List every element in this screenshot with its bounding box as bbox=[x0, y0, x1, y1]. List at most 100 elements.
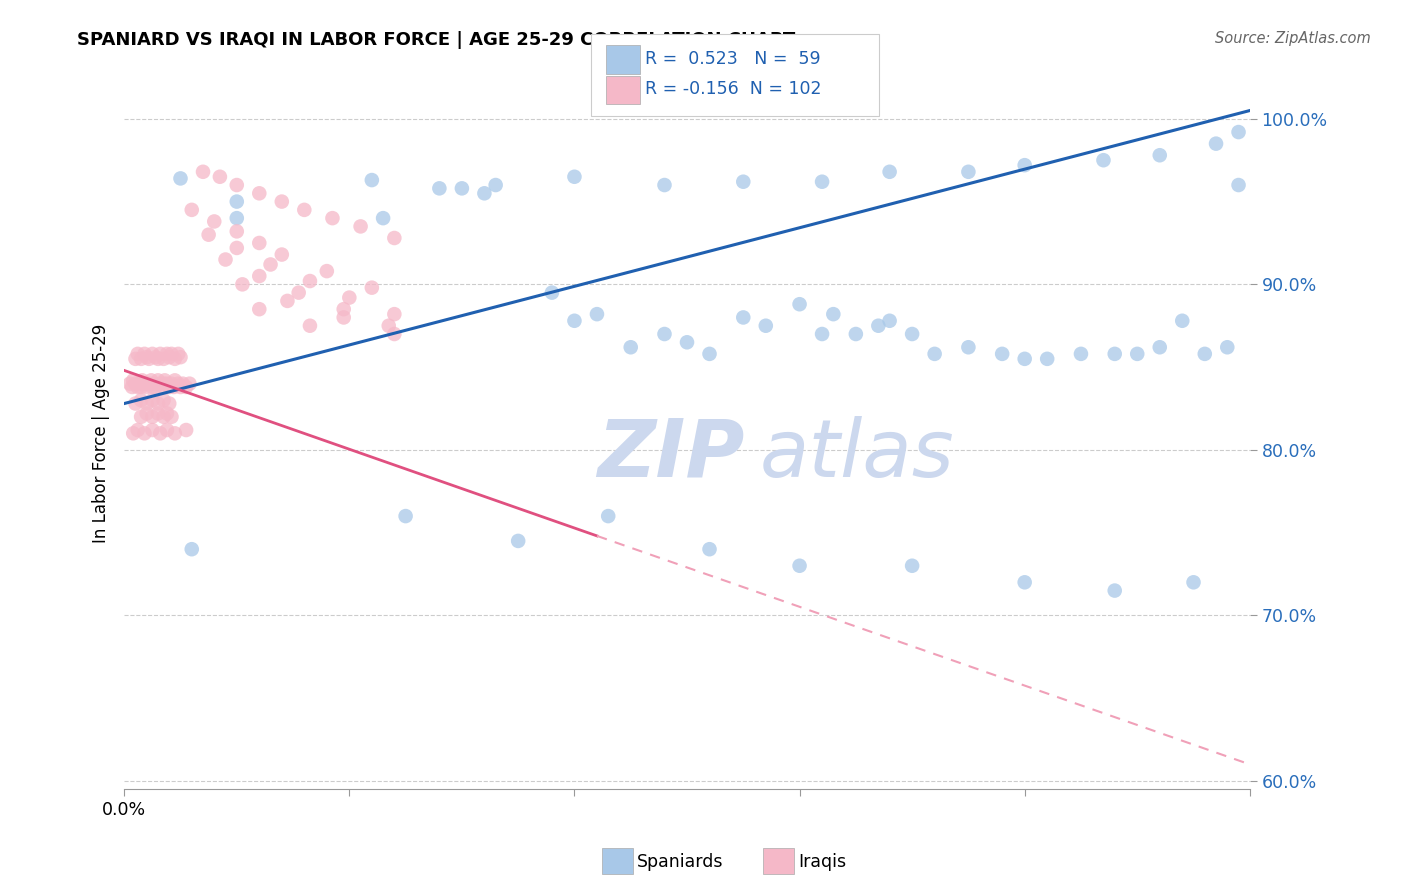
Point bbox=[332, 310, 354, 325]
Y-axis label: In Labor Force | Age 25-29: In Labor Force | Age 25-29 bbox=[93, 324, 110, 543]
Point bbox=[118, 376, 141, 391]
Point bbox=[138, 376, 160, 391]
Point bbox=[541, 285, 564, 300]
Point bbox=[957, 165, 980, 179]
Point bbox=[152, 380, 174, 394]
Point bbox=[129, 409, 152, 424]
Point bbox=[152, 351, 174, 366]
Point bbox=[699, 542, 721, 557]
Point bbox=[755, 318, 778, 333]
Point bbox=[1216, 340, 1239, 354]
Point bbox=[169, 380, 191, 394]
Point bbox=[167, 347, 190, 361]
Text: Source: ZipAtlas.com: Source: ZipAtlas.com bbox=[1215, 31, 1371, 46]
Point bbox=[141, 393, 163, 408]
Text: SPANIARD VS IRAQI IN LABOR FORCE | AGE 25-29 CORRELATION CHART: SPANIARD VS IRAQI IN LABOR FORCE | AGE 2… bbox=[77, 31, 796, 49]
Point bbox=[1070, 347, 1092, 361]
Point bbox=[134, 376, 156, 391]
Point bbox=[1171, 314, 1194, 328]
Point bbox=[382, 307, 405, 321]
Point bbox=[1227, 178, 1250, 192]
Point bbox=[901, 558, 924, 573]
Point bbox=[149, 376, 172, 391]
Point bbox=[474, 186, 496, 201]
Point bbox=[152, 393, 174, 408]
Point bbox=[156, 376, 179, 391]
Point bbox=[247, 186, 270, 201]
Point bbox=[733, 175, 755, 189]
Point bbox=[360, 173, 382, 187]
Text: atlas: atlas bbox=[761, 416, 955, 493]
Point bbox=[153, 373, 176, 387]
Point bbox=[1126, 347, 1149, 361]
Point bbox=[1194, 347, 1216, 361]
Point bbox=[142, 376, 165, 391]
Point bbox=[163, 380, 186, 394]
Point bbox=[146, 407, 169, 421]
Point bbox=[270, 247, 292, 261]
Point bbox=[292, 202, 315, 217]
Point bbox=[1014, 351, 1036, 366]
Point bbox=[564, 169, 586, 184]
Point bbox=[332, 302, 354, 317]
Point bbox=[135, 396, 157, 410]
Point bbox=[349, 219, 371, 234]
Point bbox=[270, 194, 292, 209]
Point bbox=[214, 252, 236, 267]
Point bbox=[789, 558, 811, 573]
Point bbox=[129, 351, 152, 366]
Point bbox=[225, 241, 247, 255]
Point bbox=[225, 224, 247, 238]
Point bbox=[145, 350, 167, 364]
Text: R = -0.156  N = 102: R = -0.156 N = 102 bbox=[645, 80, 823, 98]
Point bbox=[1036, 351, 1059, 366]
Point bbox=[315, 264, 337, 278]
Point bbox=[141, 423, 163, 437]
Point bbox=[135, 380, 157, 394]
Point bbox=[451, 181, 474, 195]
Point bbox=[174, 380, 197, 394]
Point bbox=[225, 211, 247, 226]
Point bbox=[1014, 158, 1036, 172]
Point bbox=[845, 326, 868, 341]
Point bbox=[382, 231, 405, 245]
Point bbox=[174, 423, 197, 437]
Point bbox=[321, 211, 343, 226]
Point bbox=[789, 297, 811, 311]
Point bbox=[134, 347, 156, 361]
Point bbox=[879, 314, 901, 328]
Point bbox=[276, 293, 298, 308]
Point bbox=[135, 407, 157, 421]
Point bbox=[957, 340, 980, 354]
Point bbox=[122, 426, 145, 441]
Point bbox=[811, 326, 834, 341]
Point bbox=[823, 307, 845, 321]
Point bbox=[141, 409, 163, 424]
Point bbox=[157, 396, 180, 410]
Point bbox=[157, 380, 180, 394]
Point bbox=[564, 314, 586, 328]
Point bbox=[699, 347, 721, 361]
Point bbox=[337, 291, 360, 305]
Point bbox=[197, 227, 219, 242]
Point bbox=[733, 310, 755, 325]
Point bbox=[924, 347, 946, 361]
Point bbox=[377, 318, 399, 333]
Point bbox=[122, 373, 145, 387]
Point bbox=[485, 178, 508, 192]
Point bbox=[676, 335, 699, 350]
Point bbox=[901, 326, 924, 341]
Point bbox=[145, 380, 167, 394]
Point bbox=[180, 202, 202, 217]
Point bbox=[167, 376, 190, 391]
Point bbox=[124, 351, 146, 366]
Point bbox=[156, 347, 179, 361]
Point bbox=[1149, 148, 1171, 162]
Point bbox=[259, 258, 281, 272]
Text: Spaniards: Spaniards bbox=[637, 853, 724, 871]
Point bbox=[172, 376, 194, 391]
Point bbox=[1227, 125, 1250, 139]
Point bbox=[1104, 583, 1126, 598]
Point bbox=[141, 380, 163, 394]
Point bbox=[868, 318, 890, 333]
